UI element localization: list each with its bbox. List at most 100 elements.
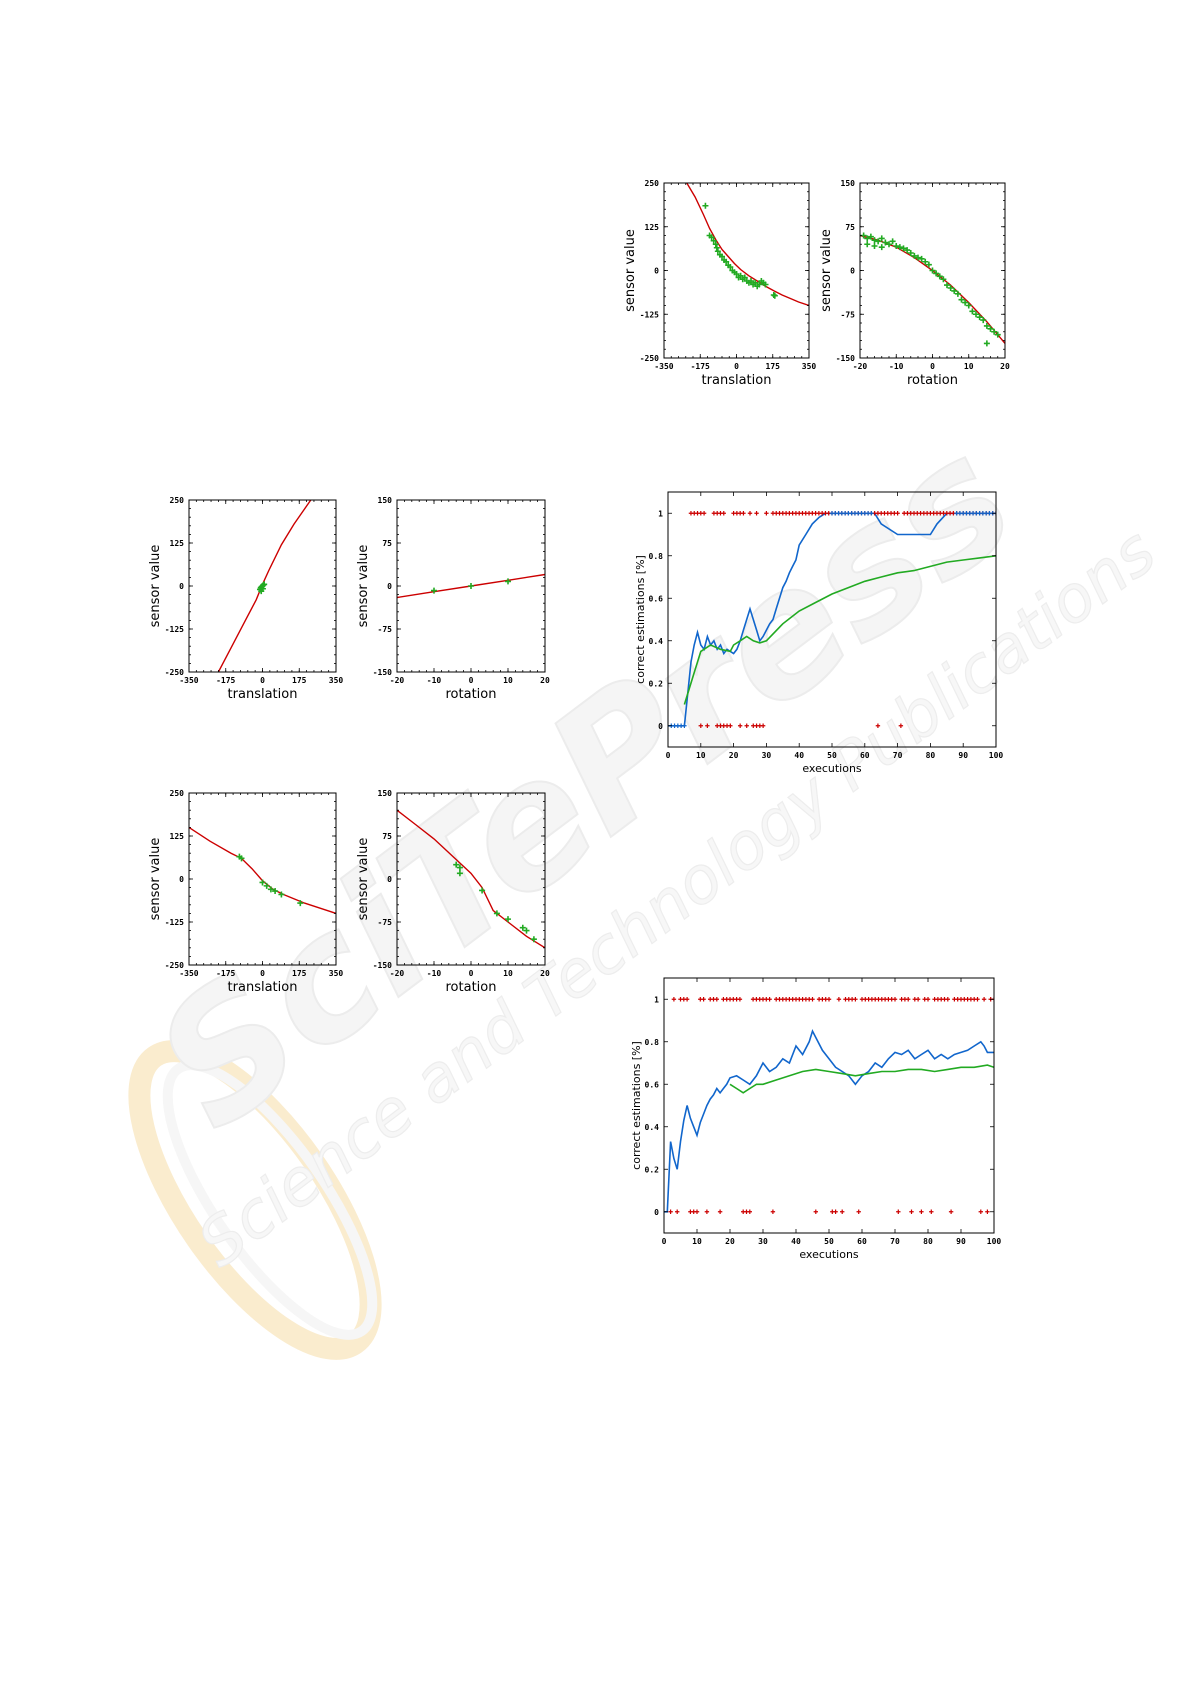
data-point [840, 1209, 845, 1214]
y-tick-label: 0 [658, 722, 663, 731]
series-line-1 [729, 1064, 994, 1094]
y-axis-label: correct estimations [%] [634, 555, 647, 684]
x-tick-label: 0 [469, 676, 474, 685]
data-point [728, 723, 733, 728]
x-tick-label: 20 [540, 969, 550, 978]
y-tick-label: 75 [382, 539, 392, 548]
y-tick-label: -150 [373, 668, 392, 677]
y-tick-label: -75 [841, 310, 856, 319]
y-tick-label: 0 [387, 582, 392, 591]
y-tick-label: -250 [165, 668, 184, 677]
data-point [945, 997, 950, 1002]
x-tick-label: 0 [662, 1237, 667, 1246]
data-point [747, 1209, 752, 1214]
data-point [760, 723, 766, 728]
watermark-logo [128, 1040, 382, 1360]
data-point [907, 250, 914, 256]
x-axis-label: rotation [907, 373, 958, 388]
data-point [493, 910, 500, 917]
x-tick-label: 10 [503, 969, 513, 978]
data-point [965, 302, 972, 309]
data-point [925, 261, 932, 268]
data-point [713, 244, 720, 251]
chart-bl-translation: -350 -175 0 175 350 250 125 0 -125 -250 translatio… [148, 789, 343, 995]
y-tick-label: 250 [645, 179, 660, 188]
x-tick-label: 10 [503, 676, 513, 685]
data-point [505, 916, 511, 923]
data-point [238, 855, 245, 862]
x-tick-label: 10 [964, 362, 974, 371]
y-tick-label: -125 [640, 310, 659, 319]
data-point [919, 1209, 924, 1214]
y-tick-label: 125 [170, 539, 185, 548]
data-point [878, 244, 885, 251]
data-point [836, 997, 842, 1002]
x-tick-label: 40 [794, 751, 804, 760]
data-point [983, 340, 990, 347]
data-point [741, 511, 746, 516]
data-point [987, 325, 994, 332]
x-tick-label: 30 [762, 751, 772, 760]
data-point [694, 1209, 700, 1214]
x-tick-label: 90 [958, 751, 968, 760]
x-tick-label: 50 [824, 1237, 834, 1246]
data-point [983, 322, 990, 329]
data-point [744, 723, 749, 728]
data-point [712, 241, 719, 248]
x-axis-label: rotation [446, 687, 497, 702]
plot-frame [188, 792, 337, 966]
data-point [698, 723, 703, 728]
x-tick-label: -10 [427, 676, 442, 685]
data-point [980, 317, 987, 324]
data-point [714, 997, 719, 1002]
data-point [951, 287, 958, 294]
data-point [702, 202, 709, 209]
data-point [871, 237, 878, 244]
x-tick-label: 10 [696, 751, 706, 760]
data-point [456, 864, 463, 871]
x-axis-label: translation [228, 687, 298, 702]
data-point [871, 243, 878, 249]
y-tick-label: 0.2 [649, 679, 664, 688]
x-tick-label: 20 [540, 676, 550, 685]
x-tick-label: -350 [654, 362, 673, 371]
data-point [741, 274, 748, 281]
data-point [954, 290, 961, 297]
data-point [261, 581, 268, 588]
x-tick-label: 80 [923, 1237, 933, 1246]
data-point [710, 237, 717, 244]
x-tick-label: 50 [827, 751, 837, 760]
data-point [519, 924, 526, 931]
data-point [701, 997, 706, 1002]
data-point [771, 292, 778, 299]
x-tick-label: 20 [729, 751, 739, 760]
y-tick-label: 0.6 [645, 1080, 660, 1089]
data-point [978, 1209, 983, 1214]
y-axis-label: correct estimations [%] [630, 1041, 643, 1170]
chart-tr-top-rotation: -20 -10 0 10 20 150 75 0 -75 -150 rotation sensor v… [819, 179, 1010, 388]
data-point [981, 997, 987, 1002]
data-point [922, 258, 929, 265]
data-point [896, 1209, 901, 1214]
y-tick-label: 250 [170, 496, 185, 505]
data-point [948, 1209, 954, 1214]
data-point [733, 271, 740, 277]
plot-frame [663, 977, 995, 1234]
data-point [991, 328, 998, 335]
x-axis-label: translation [702, 373, 772, 388]
y-tick-label: -125 [165, 625, 184, 634]
data-point [973, 311, 979, 318]
data-point [523, 927, 530, 934]
data-point [893, 243, 900, 249]
x-tick-label: 100 [987, 1237, 1002, 1246]
data-point [944, 282, 950, 289]
data-point [936, 273, 943, 280]
series-line-0 [664, 1028, 994, 1213]
y-tick-label: 125 [170, 832, 185, 841]
y-tick-label: 1 [658, 509, 663, 518]
data-point [869, 511, 874, 516]
data-point [895, 511, 900, 516]
x-tick-label: 40 [791, 1237, 801, 1246]
data-point [864, 235, 871, 242]
y-axis-label: sensor value [356, 545, 371, 628]
